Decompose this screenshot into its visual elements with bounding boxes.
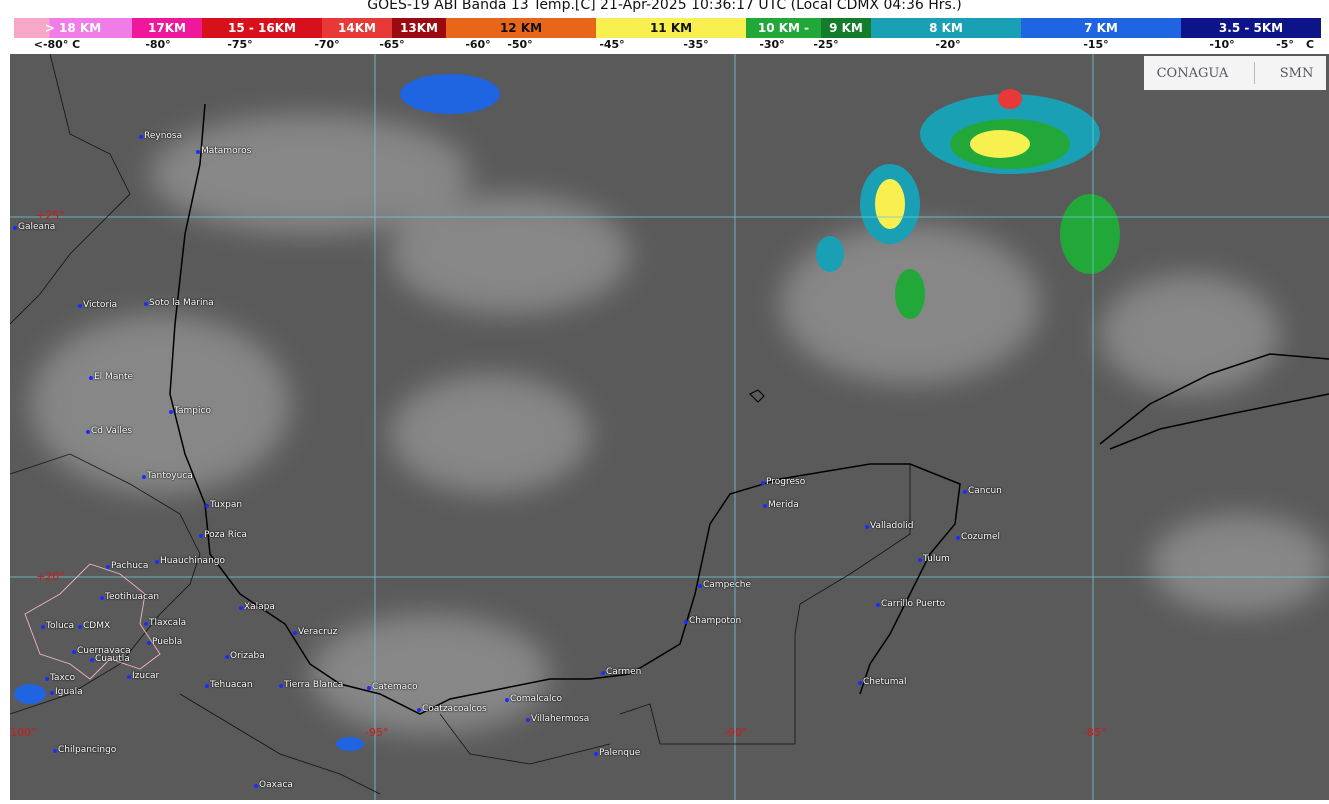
- city-label: Pachuca: [105, 561, 149, 571]
- lon-label: -100°: [10, 726, 37, 739]
- city-label: Tierra Blanca: [278, 680, 344, 690]
- legend-tick: -25°: [813, 38, 839, 51]
- image-title: GOES-19 ABI Banda 13 Temp.[C] 21-Apr-202…: [367, 0, 962, 13]
- city-label: Orizaba: [225, 651, 265, 661]
- legend-tick: -65°: [379, 38, 405, 51]
- city-label: Toluca: [40, 621, 75, 631]
- city-label: Poza Rica: [199, 530, 247, 540]
- city-label: Carrillo Puerto: [875, 599, 946, 609]
- legend-segment: > 18 KM: [14, 18, 132, 38]
- color-scale-bar: > 18 KM 17KM 15 - 16KM 14KM 13KM 12 KM 11 KM 10…: [14, 18, 1329, 38]
- city-label: El Mante: [88, 372, 134, 382]
- city-label: Galeana: [12, 222, 56, 232]
- city-label: CDMX: [77, 621, 111, 631]
- legend-tick: -70°: [314, 38, 340, 51]
- city-label: Victoria: [77, 300, 118, 310]
- legend-tick: <-80° C: [33, 38, 81, 51]
- city-label: Cuernavaca: [72, 646, 131, 656]
- city-label: Chilpancingo: [52, 745, 117, 755]
- legend-tick: -45°: [599, 38, 625, 51]
- legend-tick: -35°: [683, 38, 709, 51]
- city-label: Cozumel: [955, 532, 1001, 542]
- lon-label: -90°: [724, 726, 748, 739]
- city-label: Reynosa: [138, 131, 183, 141]
- lat-label: +25°: [36, 209, 65, 222]
- legend-tick: -80°: [145, 38, 171, 51]
- legend-segment: 14KM: [322, 18, 392, 38]
- lon-label: -85°: [1083, 726, 1107, 739]
- city-label: Tulum: [918, 554, 950, 564]
- legend-segment: 7 KM: [1021, 18, 1181, 38]
- city-label: Cuautla: [90, 654, 130, 664]
- city-label: Teotihuacan: [99, 592, 160, 602]
- legend-segment: 11 KM: [596, 18, 746, 38]
- city-label: Tuxpan: [204, 500, 243, 510]
- city-label: Taxco: [44, 673, 76, 683]
- city-label: Veracruz: [292, 627, 338, 637]
- conagua-logo: CONAGUA: [1156, 65, 1229, 81]
- city-label: Coatzacoalcos: [417, 704, 487, 714]
- temperature-ticks: <-80° C -80° -75° -70° -65° -60° -50° -45° -35° -…: [0, 38, 1329, 54]
- city-label: Huauchinango: [155, 556, 225, 566]
- city-label: Cd Valles: [85, 426, 133, 436]
- lat-label: +20°: [36, 570, 65, 583]
- city-label: Oaxaca: [254, 780, 293, 790]
- satellite-map: Reynosa Matamoros Galeana Victoria Soto la M…: [10, 54, 1329, 800]
- agency-logos: CONAGUA SMN: [1144, 56, 1326, 90]
- city-label: Comalcalco: [505, 694, 562, 704]
- coastlines: [169, 103, 1329, 715]
- city-label: Tlaxcala: [143, 618, 187, 628]
- map-overlay: [10, 54, 1329, 800]
- city-label: Matamoros: [195, 146, 252, 156]
- legend-segment: 8 KM: [871, 18, 1021, 38]
- city-label: Progreso: [760, 477, 806, 487]
- city-label: Xalapa: [239, 602, 275, 612]
- city-label: Cancun: [963, 486, 1002, 496]
- legend-segment: 13KM: [392, 18, 446, 38]
- legend-segment: 15 - 16KM: [202, 18, 322, 38]
- city-label: Tantoyuca: [142, 471, 193, 481]
- central-states-borders: [24, 563, 161, 680]
- legend-tick: -30°: [759, 38, 785, 51]
- city-label: Villahermosa: [525, 714, 590, 724]
- legend-segment: 3.5 - 5KM: [1181, 18, 1321, 38]
- legend-segment: 17KM: [132, 18, 202, 38]
- city-label: Catemaco: [367, 682, 418, 692]
- legend-segment: 9 KM: [821, 18, 871, 38]
- city-label: Merida: [763, 500, 799, 510]
- city-label: Iguala: [50, 687, 83, 697]
- city-label: Chetumal: [858, 677, 907, 687]
- city-label: Carmen: [600, 667, 642, 677]
- legend-tick: -75°: [227, 38, 253, 51]
- legend-tick: -15°: [1083, 38, 1109, 51]
- city-label: Champoton: [683, 616, 742, 626]
- city-label: Valladolid: [864, 521, 914, 531]
- city-label: Puebla: [146, 637, 183, 647]
- legend-segment: 12 KM: [446, 18, 596, 38]
- legend-segment: 10 KM -: [746, 18, 821, 38]
- city-label: Tampico: [169, 406, 211, 416]
- city-label: Soto la Marina: [144, 298, 214, 308]
- legend-tick: -20°: [935, 38, 961, 51]
- city-label: Palenque: [593, 748, 641, 758]
- legend-tick: -5°: [1276, 38, 1294, 51]
- cold-cloud-tops: [14, 74, 1120, 751]
- city-label: Izucar: [126, 671, 160, 681]
- legend-tick: -50°: [507, 38, 533, 51]
- legend-tick: -10°: [1209, 38, 1235, 51]
- city-label: Tehuacan: [205, 680, 253, 690]
- legend-tick: C: [1305, 38, 1315, 51]
- lon-label: -95°: [365, 726, 389, 739]
- smn-logo: SMN: [1279, 65, 1314, 81]
- city-label: Campeche: [697, 580, 752, 590]
- legend-tick: -60°: [465, 38, 491, 51]
